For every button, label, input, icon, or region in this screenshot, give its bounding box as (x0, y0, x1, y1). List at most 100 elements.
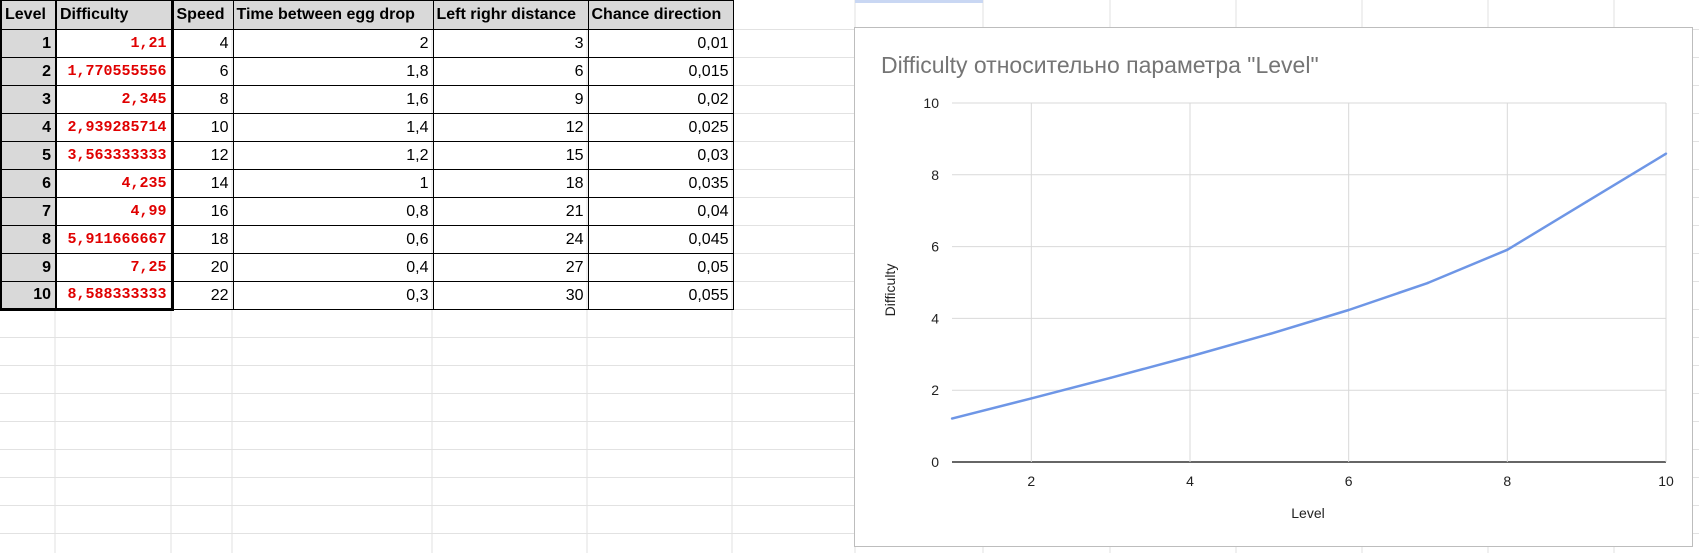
table-header-row: Level Difficulty Speed Time between egg dro… (0, 0, 734, 30)
cell-chance-direction[interactable]: 0,04 (587, 197, 734, 226)
cell-level[interactable]: 6 (0, 169, 57, 198)
cell-difficulty[interactable]: 7,25 (55, 253, 174, 282)
x-tick-label: 2 (1027, 473, 1035, 489)
table-row: 7 4,99 16 0,8 21 0,04 (0, 197, 734, 226)
table-row: 6 4,235 14 1 18 0,035 (0, 169, 734, 198)
cell-chance-direction[interactable]: 0,02 (587, 85, 734, 114)
cell-level[interactable]: 2 (0, 57, 57, 86)
data-point[interactable] (1109, 376, 1112, 380)
cell-difficulty[interactable]: 2,939285714 (55, 113, 174, 142)
cell-difficulty[interactable]: 4,99 (55, 197, 174, 226)
header-cell-time-between-egg-drop[interactable]: Time between egg drop (232, 0, 434, 30)
table-row: 9 7,25 20 0,4 27 0,05 (0, 253, 734, 282)
data-point[interactable] (1506, 248, 1509, 251)
cell-speed[interactable]: 8 (171, 85, 234, 114)
cell-difficulty[interactable]: 3,563333333 (55, 141, 174, 170)
y-tick-label: 10 (923, 95, 939, 111)
data-point[interactable] (950, 417, 954, 420)
cell-difficulty[interactable]: 8,588333333 (55, 281, 174, 311)
cell-chance-direction[interactable]: 0,01 (587, 29, 734, 58)
table-row: 1 1,21 4 2 3 0,01 (0, 29, 734, 58)
data-point[interactable] (1030, 397, 1033, 400)
cell-left-right-distance[interactable]: 12 (432, 113, 589, 142)
cell-time-between-egg-drop[interactable]: 0,8 (232, 197, 434, 226)
cell-time-between-egg-drop[interactable]: 0,3 (232, 281, 434, 310)
cell-level[interactable]: 5 (0, 141, 57, 170)
cell-left-right-distance[interactable]: 30 (432, 281, 589, 310)
cell-speed[interactable]: 18 (171, 225, 234, 254)
cell-difficulty[interactable]: 1,770555556 (55, 57, 174, 86)
cell-difficulty[interactable]: 5,911666667 (55, 225, 174, 254)
table-row: 4 2,939285714 10 1,4 12 0,025 (0, 113, 734, 142)
table-row: 10 8,588333333 22 0,3 30 0,055 (0, 281, 734, 311)
data-point[interactable] (1347, 308, 1350, 312)
cell-chance-direction[interactable]: 0,055 (587, 281, 734, 310)
data-point[interactable] (1426, 281, 1430, 285)
data-point[interactable] (1188, 355, 1192, 358)
data-point[interactable] (1268, 332, 1271, 336)
header-cell-chance-direction[interactable]: Chance direction (587, 0, 734, 30)
cell-difficulty[interactable]: 2,345 (55, 85, 174, 114)
header-cell-difficulty[interactable]: Difficulty (55, 0, 174, 30)
cell-time-between-egg-drop[interactable]: 0,4 (232, 253, 434, 282)
cell-difficulty[interactable]: 4,235 (55, 169, 174, 198)
cell-time-between-egg-drop[interactable]: 1,4 (232, 113, 434, 142)
x-tick-label: 8 (1503, 473, 1511, 489)
header-cell-speed[interactable]: Speed (171, 0, 234, 30)
y-tick-label: 8 (931, 167, 939, 183)
table-row: 5 3,563333333 12 1,2 15 0,03 (0, 141, 734, 170)
cell-chance-direction[interactable]: 0,045 (587, 225, 734, 254)
chart-card[interactable]: Difficulty относительно параметра "Level… (854, 27, 1693, 547)
y-axis-label: Difficulty (882, 264, 898, 317)
cell-level[interactable]: 10 (0, 281, 57, 311)
cell-time-between-egg-drop[interactable]: 0,6 (232, 225, 434, 254)
cell-left-right-distance[interactable]: 21 (432, 197, 589, 226)
cell-level[interactable]: 1 (0, 29, 57, 58)
cell-left-right-distance[interactable]: 27 (432, 253, 589, 282)
cell-level[interactable]: 7 (0, 197, 57, 226)
cell-speed[interactable]: 16 (171, 197, 234, 226)
x-tick-label: 10 (1658, 473, 1674, 489)
cell-time-between-egg-drop[interactable]: 1,6 (232, 85, 434, 114)
cell-speed[interactable]: 20 (171, 253, 234, 282)
cell-left-right-distance[interactable]: 18 (432, 169, 589, 198)
cell-speed[interactable]: 22 (171, 281, 234, 310)
data-point[interactable] (1664, 152, 1668, 155)
cell-chance-direction[interactable]: 0,015 (587, 57, 734, 86)
cell-time-between-egg-drop[interactable]: 1,2 (232, 141, 434, 170)
header-cell-level[interactable]: Level (0, 0, 57, 30)
cell-level[interactable]: 4 (0, 113, 57, 142)
cell-chance-direction[interactable]: 0,025 (587, 113, 734, 142)
cell-speed[interactable]: 4 (171, 29, 234, 58)
header-cell-left-right-distance[interactable]: Left righr distance (432, 0, 589, 30)
cell-left-right-distance[interactable]: 15 (432, 141, 589, 170)
cell-chance-direction[interactable]: 0,05 (587, 253, 734, 282)
data-point[interactable] (1585, 200, 1588, 203)
cell-left-right-distance[interactable]: 6 (432, 57, 589, 86)
difficulty-series-line[interactable] (951, 152, 1667, 420)
y-tick-label: 4 (931, 310, 939, 326)
cell-speed[interactable]: 6 (171, 57, 234, 86)
chart-title: Difficulty относительно параметра "Level… (881, 52, 1319, 78)
cell-speed[interactable]: 12 (171, 141, 234, 170)
cell-time-between-egg-drop[interactable]: 1 (232, 169, 434, 198)
difficulty-line-chart: Difficulty относительно параметра "Level… (881, 52, 1674, 521)
cell-chance-direction[interactable]: 0,035 (587, 169, 734, 198)
column-selection-marker (855, 0, 983, 3)
cell-speed[interactable]: 14 (171, 169, 234, 198)
x-axis-label: Level (1291, 505, 1324, 521)
cell-left-right-distance[interactable]: 3 (432, 29, 589, 58)
y-tick-label: 0 (931, 454, 939, 470)
cell-left-right-distance[interactable]: 9 (432, 85, 589, 114)
cell-time-between-egg-drop[interactable]: 1,8 (232, 57, 434, 86)
cell-chance-direction[interactable]: 0,03 (587, 141, 734, 170)
cell-level[interactable]: 3 (0, 85, 57, 114)
cell-level[interactable]: 9 (0, 253, 57, 282)
cell-level[interactable]: 8 (0, 225, 57, 254)
cell-difficulty[interactable]: 1,21 (55, 29, 174, 58)
cell-speed[interactable]: 10 (171, 113, 234, 142)
cell-time-between-egg-drop[interactable]: 2 (232, 29, 434, 58)
cell-left-right-distance[interactable]: 24 (432, 225, 589, 254)
y-tick-label: 6 (931, 239, 939, 255)
table-row: 8 5,911666667 18 0,6 24 0,045 (0, 225, 734, 254)
